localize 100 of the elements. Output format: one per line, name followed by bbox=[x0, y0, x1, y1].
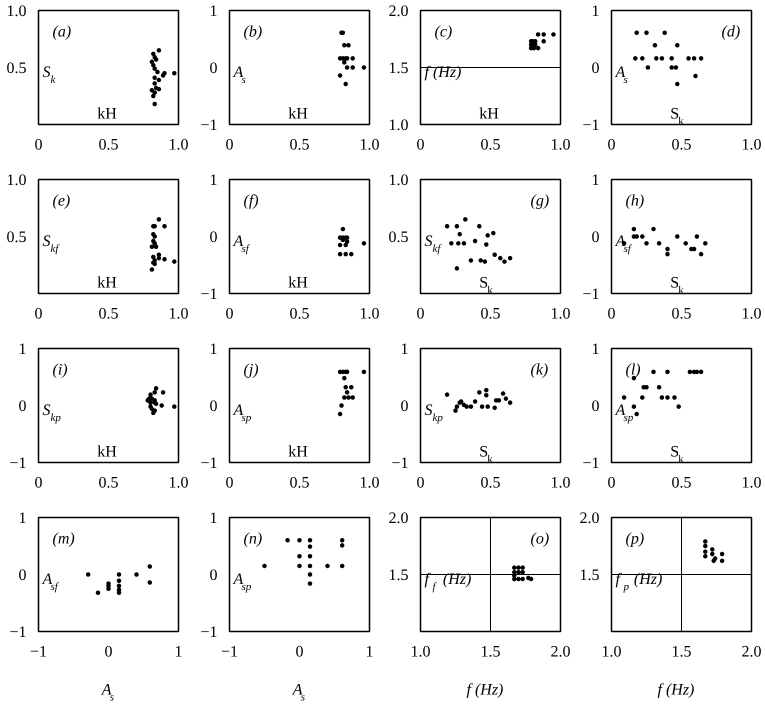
text: (l) bbox=[626, 362, 641, 378]
y-tick-label: 0 bbox=[18, 567, 26, 584]
y-tick-label: 0.5 bbox=[388, 229, 408, 246]
x-tick-label: 0 bbox=[226, 306, 234, 322]
x-tick-label: 0 bbox=[296, 644, 304, 660]
text: (k) bbox=[530, 362, 548, 378]
x-tick-label: 1 bbox=[174, 644, 182, 660]
x-tick-label: 0 bbox=[608, 136, 616, 154]
y-tick-label: 2.0 bbox=[388, 3, 408, 20]
x-tick-label: 0.5 bbox=[672, 136, 692, 154]
x-tick-label: 0 bbox=[226, 136, 234, 154]
text: (n) bbox=[244, 530, 262, 548]
y-tick-label: −1 bbox=[582, 455, 600, 472]
y-tick-label: 1 bbox=[592, 172, 600, 189]
x-tick-label: 1.0 bbox=[742, 306, 762, 322]
x-axis-title: kH bbox=[97, 274, 118, 292]
x-tick-label: 0.5 bbox=[98, 306, 118, 322]
x-tick-label: 1.5 bbox=[480, 644, 500, 660]
y-tick-label: 1.0 bbox=[6, 172, 26, 189]
x-tick-label: 1.0 bbox=[360, 474, 380, 492]
y-tick-label: −1 bbox=[200, 624, 218, 641]
x-tick-label: 2.0 bbox=[550, 644, 570, 660]
y-tick-label: 1 bbox=[592, 3, 600, 20]
text: (h) bbox=[626, 192, 644, 210]
y-tick-label: −1 bbox=[200, 455, 218, 472]
y-tick-label: 1.5 bbox=[388, 567, 408, 584]
text: (b) bbox=[244, 24, 262, 40]
y-tick-label: 1 bbox=[18, 341, 26, 358]
x-tick-label: 0.5 bbox=[290, 306, 310, 322]
x-axis-title: kH bbox=[288, 274, 308, 292]
text: (p) bbox=[626, 530, 644, 548]
text: (e) bbox=[52, 192, 70, 210]
text: (g) bbox=[530, 192, 550, 210]
y-tick-label: −1 bbox=[582, 117, 600, 134]
y-tick-label: 0 bbox=[210, 229, 218, 246]
x-tick-label: 1.0 bbox=[360, 306, 380, 322]
y-tick-label: 0.5 bbox=[6, 60, 26, 77]
y-tick-label: 1 bbox=[210, 3, 218, 20]
x-tick-label: 1.5 bbox=[672, 644, 692, 660]
x-tick-label: 1.0 bbox=[550, 474, 570, 492]
y-tick-label: 1.0 bbox=[6, 3, 26, 20]
y-tick-label: 1 bbox=[400, 341, 408, 358]
x-axis-title: kH bbox=[97, 106, 118, 122]
x-tick-label: 0 bbox=[104, 644, 112, 660]
y-tick-label: −1 bbox=[200, 286, 218, 303]
x-tick-label: 0 bbox=[226, 474, 234, 492]
x-tick-label: 1.0 bbox=[550, 136, 570, 154]
y-tick-label: 0 bbox=[400, 398, 408, 415]
x-axis-title: f (Hz) bbox=[658, 682, 694, 698]
x-tick-label: 0 bbox=[416, 136, 424, 154]
x-tick-label: 0 bbox=[608, 306, 616, 322]
x-axis-title: kH bbox=[479, 106, 500, 122]
y-tick-label: 0 bbox=[210, 60, 218, 77]
text: (f) bbox=[244, 192, 259, 210]
x-tick-label: 0.5 bbox=[480, 306, 500, 322]
x-tick-label: 0.5 bbox=[480, 474, 500, 492]
x-tick-label: 1.0 bbox=[168, 306, 188, 322]
x-tick-label: 1.0 bbox=[742, 474, 762, 492]
text: (j) bbox=[244, 362, 259, 378]
y-tick-label: −1 bbox=[9, 455, 27, 472]
x-tick-label: 0 bbox=[34, 136, 42, 154]
y-tick-label: 2.0 bbox=[580, 510, 600, 527]
x-tick-label: 0 bbox=[416, 306, 424, 322]
y-tick-label: 1 bbox=[210, 510, 218, 527]
y-tick-label: −1 bbox=[200, 117, 218, 134]
x-tick-label: 1.0 bbox=[168, 474, 188, 492]
x-tick-label: −1 bbox=[30, 644, 48, 660]
x-axis-title: f (Hz) bbox=[466, 682, 504, 698]
y-tick-label: 1 bbox=[210, 341, 218, 358]
x-tick-label: 2.0 bbox=[742, 644, 762, 660]
x-tick-label: −1 bbox=[220, 644, 238, 660]
y-tick-label: 1.5 bbox=[580, 567, 600, 584]
text: (o) bbox=[530, 530, 550, 548]
x-axis-title: kH bbox=[288, 106, 308, 122]
y-tick-label: 0 bbox=[592, 229, 600, 246]
x-tick-label: 1.0 bbox=[168, 136, 188, 154]
x-tick-label: 1 bbox=[366, 644, 374, 660]
x-tick-label: 0.5 bbox=[480, 136, 500, 154]
x-axis-title: kH bbox=[97, 444, 118, 460]
text: (i) bbox=[52, 362, 68, 378]
x-tick-label: 1.0 bbox=[742, 136, 762, 154]
x-tick-label: 0.5 bbox=[98, 474, 118, 492]
x-axis-title: kH bbox=[288, 444, 308, 460]
y-tick-label: −1 bbox=[391, 455, 409, 472]
y-tick-label: 2.0 bbox=[388, 510, 408, 527]
y-tick-label: 0 bbox=[592, 60, 600, 77]
y-tick-label: 1.5 bbox=[388, 60, 408, 77]
x-tick-label: 0 bbox=[608, 474, 616, 492]
text: (c) bbox=[434, 24, 452, 40]
x-tick-label: 1.0 bbox=[360, 136, 380, 154]
y-tick-label: 1.0 bbox=[388, 172, 408, 189]
y-tick-label: 0 bbox=[210, 398, 218, 415]
y-tick-label: −1 bbox=[582, 286, 600, 303]
x-tick-label: 0 bbox=[416, 474, 424, 492]
x-tick-label: 0.5 bbox=[672, 306, 692, 322]
y-tick-label: 1 bbox=[210, 172, 218, 189]
x-tick-label: 0.5 bbox=[290, 474, 310, 492]
x-tick-label: 0 bbox=[34, 474, 42, 492]
x-tick-label: 0.5 bbox=[290, 136, 310, 154]
y-tick-label: 1 bbox=[592, 341, 600, 358]
